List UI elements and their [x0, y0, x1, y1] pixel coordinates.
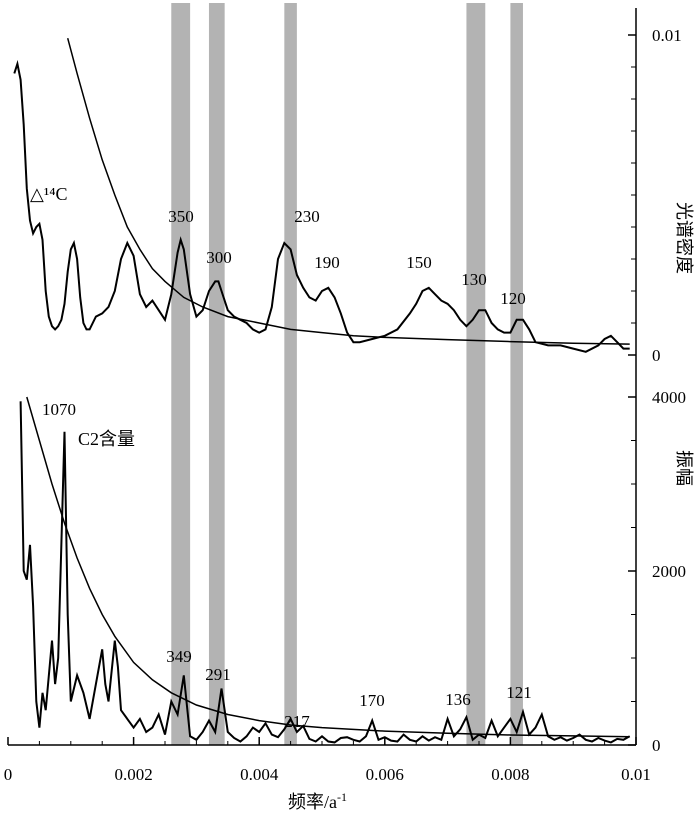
- highlight-band: [284, 3, 297, 745]
- highlight-band: [171, 3, 191, 745]
- y-tick-label: 4000: [652, 388, 686, 407]
- bottom-series-label: C2含量: [78, 429, 135, 449]
- top-series-label: △¹⁴C: [30, 184, 68, 204]
- peak-label: 230: [294, 207, 320, 226]
- y-tick-label: 0: [652, 736, 661, 755]
- peak-label: 150: [406, 253, 432, 272]
- x-axis-title: 频率/a-1: [288, 790, 347, 812]
- y-tick-label: 0: [652, 346, 661, 365]
- x-axis-title-main: 频率/a: [288, 792, 337, 812]
- highlight-band: [208, 3, 225, 745]
- highlight-bands: [171, 3, 523, 745]
- peak-label: 349: [166, 647, 192, 666]
- top-spectrum-line: [13, 59, 630, 353]
- top-panel: △¹⁴C 光谱密度 350 300 230 190 150 130 120: [13, 38, 694, 353]
- highlight-band: [466, 3, 486, 745]
- peak-label: 170: [359, 691, 385, 710]
- peak-label: 130: [461, 270, 487, 289]
- highlight-band: [510, 3, 523, 745]
- top-y-axis-title: 光谱密度: [674, 202, 694, 274]
- x-tick-label: 0: [4, 765, 13, 784]
- bottom-panel: C2含量 振幅 1070 349 291 217 170 136 121: [19, 396, 694, 744]
- bottom-spectrum-line: [19, 401, 631, 744]
- peak-label: 136: [445, 690, 471, 709]
- bottom-reference-curve: [26, 396, 630, 738]
- bottom-peak-labels: 1070 349 291 217 170 136 121: [42, 400, 532, 731]
- peak-label: 190: [314, 253, 340, 272]
- x-tick-label: 0.002: [114, 765, 152, 784]
- top-reference-curve: [66, 38, 630, 345]
- y-tick-label: 2000: [652, 562, 686, 581]
- peak-label: 121: [506, 683, 532, 702]
- axes: [8, 8, 637, 746]
- x-tick-label: 0.004: [240, 765, 279, 784]
- peak-label: 350: [168, 207, 194, 226]
- peak-label: 300: [206, 248, 232, 267]
- x-axis-title-sup: -1: [337, 790, 347, 804]
- peak-label: 1070: [42, 400, 76, 419]
- peak-label: 291: [205, 665, 231, 684]
- peak-label: 217: [284, 712, 310, 731]
- top-peak-labels: 350 300 230 190 150 130 120: [168, 207, 526, 308]
- bottom-y-axis-title: 振幅: [674, 450, 694, 486]
- y-tick-label: 0.01: [652, 26, 682, 45]
- x-tick-label: 0.008: [491, 765, 529, 784]
- x-tick-label: 0.006: [366, 765, 404, 784]
- peak-label: 120: [500, 289, 526, 308]
- x-tick-label: 0.01: [621, 765, 651, 784]
